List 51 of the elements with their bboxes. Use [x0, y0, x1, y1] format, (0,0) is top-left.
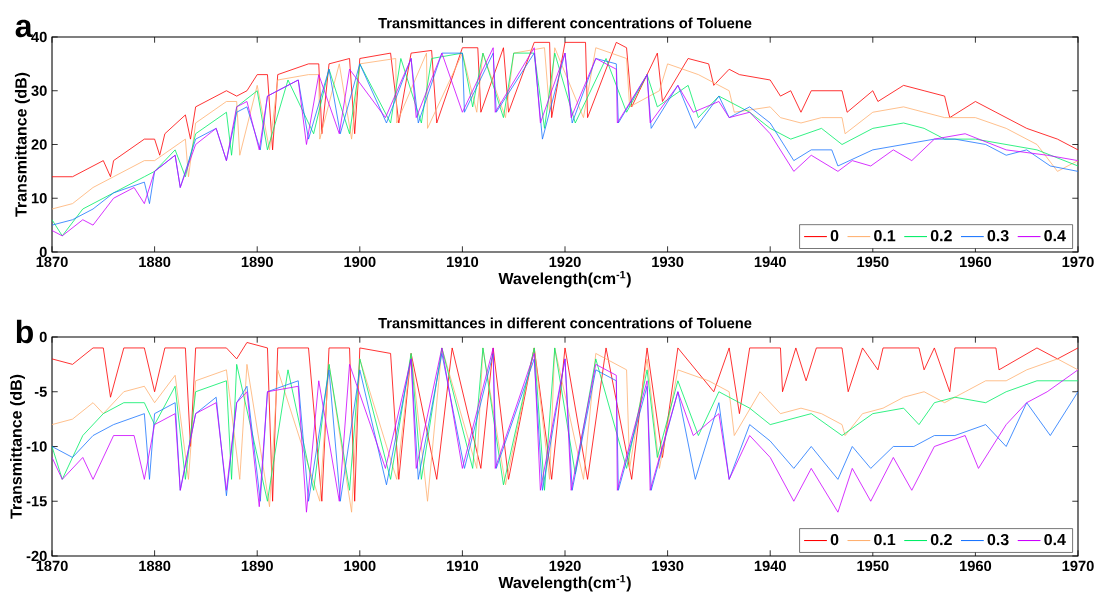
x-tick-label: 1950	[857, 256, 889, 268]
y-tick-label: 10	[31, 193, 47, 204]
x-tick-label: 1920	[549, 560, 581, 572]
x-tick-label: 1910	[447, 256, 479, 268]
legend-label: 0	[830, 533, 839, 546]
x-tick-label: 1870	[36, 256, 68, 268]
x-tick-label: 1880	[139, 256, 171, 268]
x-tick-label: 1900	[344, 256, 376, 268]
y-axis-title: Transmittance (dB)	[14, 72, 30, 217]
x-tick-label: 1920	[549, 256, 581, 268]
x-tick-label: 1950	[857, 560, 889, 572]
x-axis-title: Wavelength(cm$^{-1}$)	[498, 574, 631, 592]
y-tick-label: -10	[26, 441, 47, 452]
x-tick-label: 1970	[1062, 256, 1094, 268]
y-axis-title: Transmittance (dB)	[10, 374, 25, 519]
x-tick-label: 1930	[652, 560, 684, 572]
y-tick-label: 20	[31, 139, 47, 150]
y-tick-label: -5	[34, 386, 47, 397]
x-tick-label: 1960	[960, 256, 992, 268]
legend-label: 0.4	[1044, 533, 1066, 546]
x-tick-label: 1890	[241, 256, 273, 268]
y-tick-label: 30	[31, 85, 47, 96]
y-tick-label: 40	[31, 31, 47, 43]
legend-label: 0.2	[930, 533, 952, 546]
chart-title: Transmittances in different concentrations of Toluene	[378, 17, 752, 29]
legend-label: 0.3	[987, 230, 1009, 242]
x-tick-label: 1940	[754, 256, 786, 268]
x-axis-title: Wavelength(cm$^{-1}$)	[498, 270, 631, 288]
x-tick-label: 1910	[447, 560, 479, 572]
y-tick-label: -15	[26, 496, 47, 507]
legend-label: 0.1	[874, 533, 896, 546]
text: b	[16, 319, 33, 344]
x-tick-label: 1940	[754, 560, 786, 572]
legend-label: 0.3	[987, 533, 1009, 546]
x-tick-label: 1900	[344, 560, 376, 572]
legend-label: 0.4	[1044, 230, 1066, 242]
y-tick-label: 0	[39, 246, 47, 258]
legend-label: 0.1	[874, 230, 896, 242]
y-tick-label: -20	[26, 550, 47, 562]
legend-label: 0	[830, 230, 839, 242]
x-tick-label: 1970	[1062, 560, 1094, 572]
line-series	[51, 41, 1079, 178]
legend-label: 0.2	[930, 230, 952, 242]
text: a	[15, 19, 33, 38]
y-tick-label: 0	[39, 331, 47, 343]
x-tick-label: 1890	[241, 560, 273, 572]
x-tick-label: 1870	[36, 560, 68, 572]
x-tick-label: 1960	[960, 560, 992, 572]
chart-title: Transmittances in different concentrations of Toluene	[378, 317, 752, 329]
x-tick-label: 1880	[139, 560, 171, 572]
x-tick-label: 1930	[652, 256, 684, 268]
